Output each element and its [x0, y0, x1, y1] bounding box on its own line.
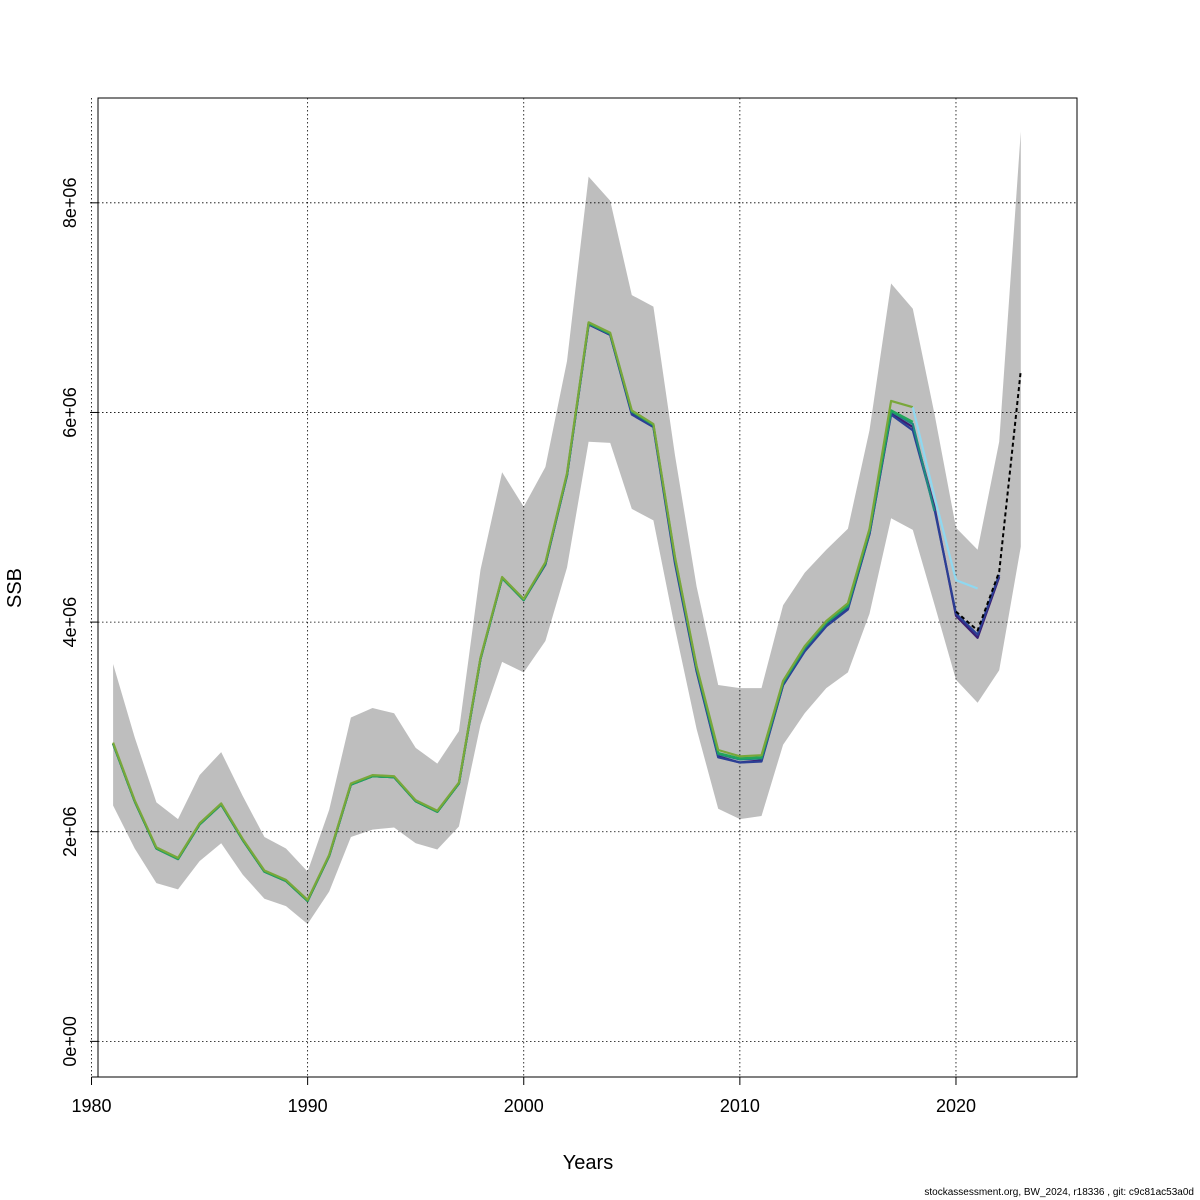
x-tick-label: 2000: [504, 1096, 544, 1116]
y-tick-label: 0e+00: [60, 1016, 80, 1067]
x-axis-title: Years: [563, 1152, 613, 1174]
series-line-olive: [112, 321, 914, 902]
y-tick-label: 4e+06: [60, 597, 80, 648]
x-tick-label: 2020: [936, 1096, 976, 1116]
grid-layer: [91, 98, 1077, 1077]
series-line-black-dashed: [955, 370, 1022, 632]
confidence-band-layer: [113, 131, 1021, 924]
footer-note: stockassessment.org, BW_2024, r18336 , g…: [924, 1187, 1194, 1198]
y-axis-title: SSB: [4, 568, 26, 608]
x-tick-label: 2010: [720, 1096, 760, 1116]
y-tick-label: 6e+06: [60, 387, 80, 438]
confidence-band: [113, 131, 1021, 924]
y-tick-label: 8e+06: [60, 178, 80, 229]
axis-layer: 1980 1990 2000 2010 2020 0e+00 2e+06 4e+06 6e+06…: [60, 178, 976, 1116]
series-line-lightblue: [911, 406, 978, 590]
x-tick-label: 1990: [288, 1096, 328, 1116]
y-tick-label: 2e+06: [60, 806, 80, 857]
x-tick-label: 1980: [71, 1096, 111, 1116]
series-layer: [112, 321, 1022, 903]
